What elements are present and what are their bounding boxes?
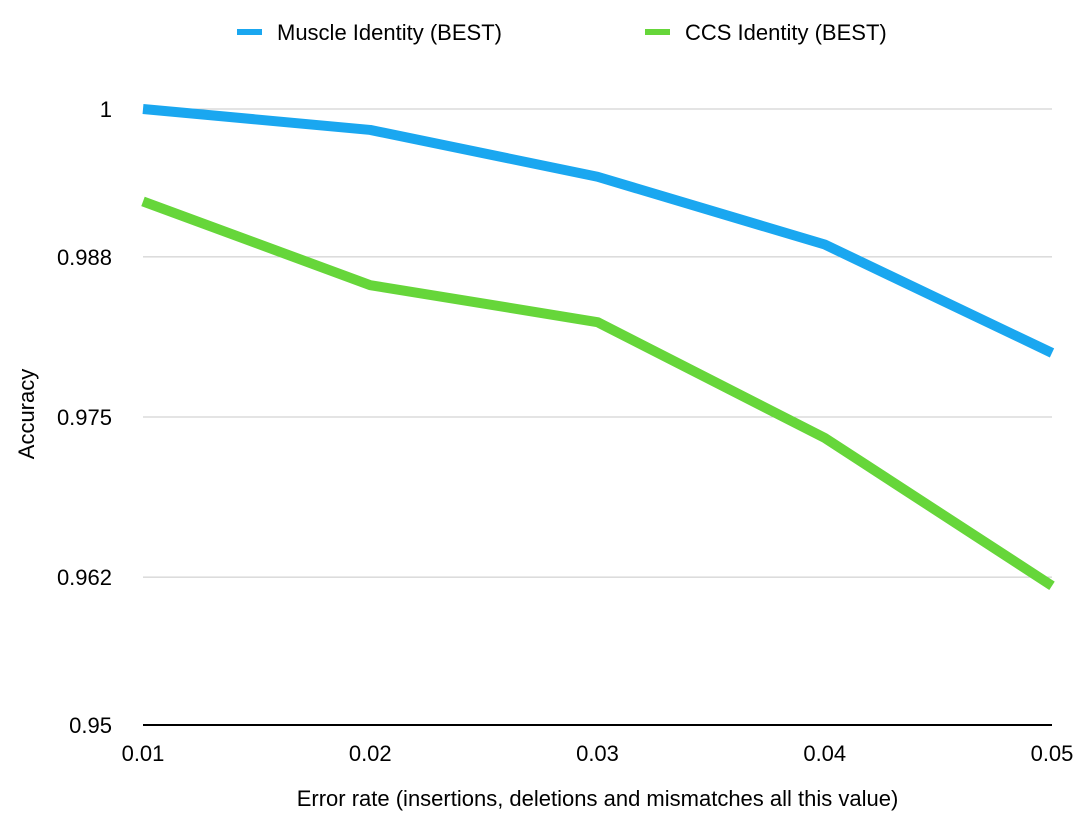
y-tick-label: 0.962 xyxy=(57,565,112,590)
legend-label: Muscle Identity (BEST) xyxy=(277,20,502,45)
x-tick-label: 0.05 xyxy=(1031,741,1074,766)
y-axis-ticks: 0.95 0.962 0.975 0.988 1 xyxy=(57,97,112,738)
y-tick-label: 0.988 xyxy=(57,245,112,270)
y-tick-label: 0.975 xyxy=(57,405,112,430)
x-axis-title: Error rate (insertions, deletions and mi… xyxy=(297,786,899,811)
y-axis-title: Accuracy xyxy=(14,369,39,459)
y-tick-label: 0.95 xyxy=(69,713,112,738)
series-line-1 xyxy=(142,104,1055,358)
legend-label: CCS Identity (BEST) xyxy=(685,20,887,45)
series-lines xyxy=(141,104,1055,590)
x-tick-label: 0.01 xyxy=(122,741,165,766)
x-tick-label: 0.03 xyxy=(576,741,619,766)
series-line-2 xyxy=(141,196,1055,590)
y-tick-label: 1 xyxy=(100,97,112,122)
legend: Muscle Identity (BEST) CCS Identity (BEST… xyxy=(237,20,887,45)
x-tick-label: 0.02 xyxy=(349,741,392,766)
x-tick-label: 0.04 xyxy=(803,741,846,766)
x-axis-ticks: 0.01 0.02 0.03 0.04 0.05 xyxy=(122,741,1074,766)
